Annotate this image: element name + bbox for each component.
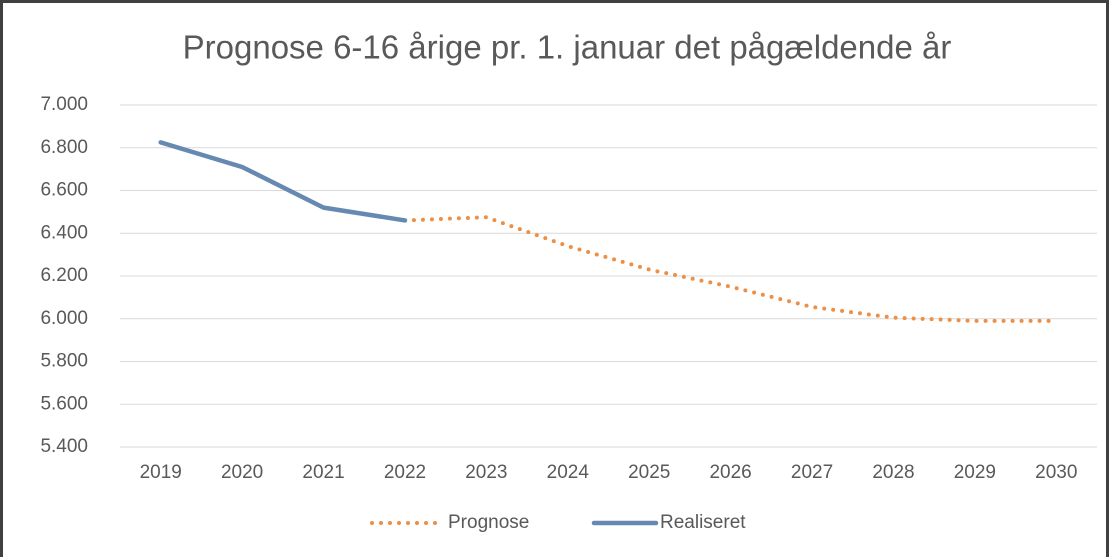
legend-label: Realiseret (660, 512, 746, 533)
x-tick-label: 2029 (954, 462, 996, 483)
x-tick-label: 2024 (547, 462, 590, 483)
chart-title: Prognose 6-16 årige pr. 1. januar det på… (183, 29, 952, 66)
y-tick-label: 6.800 (40, 137, 88, 158)
x-tick-label: 2022 (384, 462, 426, 483)
y-tick-label: 7.000 (40, 94, 88, 115)
x-tick-label: 2027 (791, 462, 833, 483)
line-series (158, 140, 408, 223)
y-tick-label: 6.000 (40, 308, 88, 329)
x-tick-label: 2028 (872, 462, 914, 483)
x-tick-label: 2019 (140, 462, 182, 483)
y-tick-label: 5.800 (40, 351, 88, 372)
y-tick-label: 6.400 (40, 222, 88, 243)
y-tick-label: 5.400 (40, 436, 88, 457)
y-tick-label: 6.600 (40, 180, 88, 201)
line-series (402, 215, 1059, 323)
y-tick-label: 5.600 (40, 393, 88, 414)
x-tick-label: 2021 (302, 462, 344, 483)
x-tick-label: 2023 (465, 462, 507, 483)
x-tick-label: 2025 (628, 462, 670, 483)
x-tick-label: 2026 (709, 462, 751, 483)
x-tick-label: 2030 (1035, 462, 1077, 483)
x-tick-label: 2020 (221, 462, 263, 483)
legend-label: Prognose (448, 512, 529, 533)
y-tick-label: 6.200 (40, 265, 88, 286)
